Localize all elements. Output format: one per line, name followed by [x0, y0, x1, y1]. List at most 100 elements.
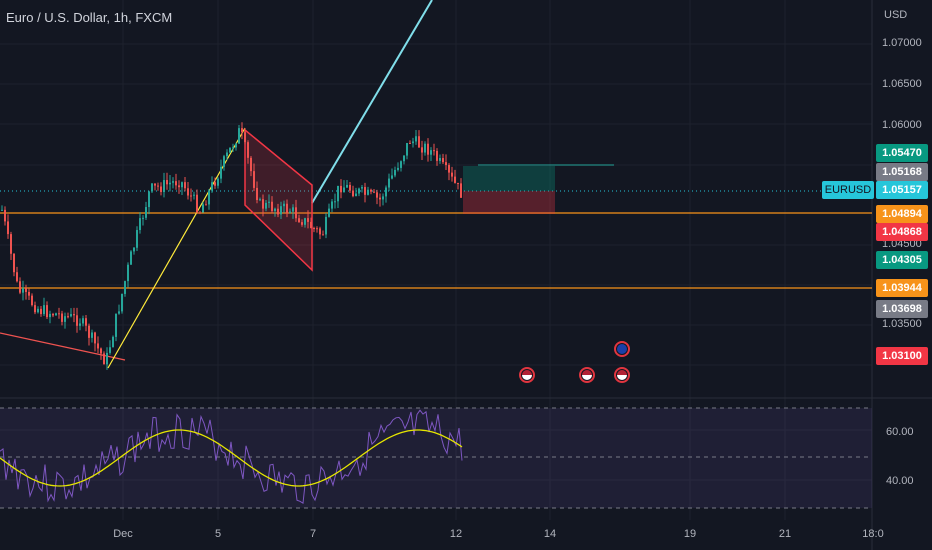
rsi-line	[0, 409, 463, 505]
candle-body	[331, 201, 333, 209]
candle-body	[454, 176, 456, 183]
candle-body	[241, 128, 243, 133]
candle-body	[274, 208, 276, 212]
candle-body	[319, 228, 321, 235]
candle-body	[460, 183, 462, 198]
candle-body	[286, 203, 288, 213]
candle-body	[310, 221, 312, 229]
candle-body	[124, 281, 126, 294]
candle-body	[79, 323, 81, 326]
candle-body	[136, 230, 138, 248]
candle-body	[178, 185, 180, 188]
candle-body	[403, 155, 405, 162]
candles-layer	[1, 122, 462, 370]
candle-body	[292, 207, 294, 212]
candle-body	[226, 152, 228, 157]
candle-body	[301, 222, 303, 225]
candle-body	[199, 212, 201, 214]
trend-line	[107, 127, 246, 369]
candle-body	[145, 207, 147, 218]
candle-body	[31, 295, 33, 306]
candle-body	[265, 202, 267, 209]
candle-body	[451, 172, 453, 177]
candle-body	[409, 142, 411, 144]
eu-flag-icon[interactable]	[614, 341, 630, 357]
price-tick: 1.06000	[882, 119, 922, 131]
candle-body	[283, 203, 285, 207]
candle-body	[34, 305, 36, 313]
us-flag-icon[interactable]	[614, 367, 630, 383]
candle-body	[259, 199, 261, 201]
loss-zone	[463, 191, 555, 214]
symbol-price-label: EURUSD	[822, 181, 874, 199]
projection-line	[311, 0, 433, 204]
candle-body	[370, 189, 372, 192]
drawings-layer[interactable]	[0, 0, 872, 369]
candle-body	[394, 169, 396, 176]
candle-body	[427, 143, 429, 155]
candle-body	[196, 194, 198, 213]
candle-body	[13, 253, 15, 273]
candle-body	[457, 182, 459, 184]
candle-body	[262, 199, 264, 209]
candle-body	[73, 314, 75, 316]
price-badge: 1.03698	[876, 300, 928, 318]
candle-body	[157, 185, 159, 187]
channel-shape	[244, 128, 313, 272]
candle-body	[328, 208, 330, 217]
candle-body	[373, 191, 375, 193]
candle-body	[247, 142, 249, 158]
candle-body	[46, 305, 48, 318]
candle-body	[271, 201, 273, 212]
candle-body	[97, 343, 99, 349]
candle-body	[355, 193, 357, 197]
price-tick: 1.03500	[882, 318, 922, 330]
candle-body	[295, 207, 297, 219]
candle-body	[250, 157, 252, 172]
candle-body	[349, 184, 351, 191]
price-badge: 1.03100	[876, 347, 928, 365]
candle-body	[52, 313, 54, 316]
candle-body	[115, 313, 117, 337]
candle-body	[25, 288, 27, 292]
candle-body	[352, 190, 354, 197]
time-tick: 12	[449, 528, 463, 540]
candle-body	[193, 194, 195, 196]
candle-body	[397, 167, 399, 170]
us-flag-icon[interactable]	[579, 367, 595, 383]
candle-body	[112, 336, 114, 348]
candle-body	[4, 209, 6, 222]
candle-body	[1, 209, 3, 211]
candle-body	[22, 288, 24, 293]
candle-body	[91, 332, 93, 338]
candle-body	[139, 218, 141, 231]
symbol-title[interactable]: Euro / U.S. Dollar, 1h, FXCM	[6, 10, 173, 25]
us-flag-icon[interactable]	[519, 367, 535, 383]
candle-body	[127, 264, 129, 282]
candle-body	[388, 178, 390, 188]
candle-body	[364, 187, 366, 195]
candle-body	[316, 228, 318, 230]
candle-body	[325, 216, 327, 235]
candle-body	[424, 143, 426, 153]
candle-body	[436, 150, 438, 161]
candle-body	[130, 251, 132, 265]
candle-body	[343, 187, 345, 193]
price-badge: 1.04868	[876, 223, 928, 241]
candle-body	[43, 305, 45, 315]
candle-body	[148, 191, 150, 208]
candle-body	[160, 186, 162, 193]
time-tick: 21	[778, 528, 792, 540]
candle-body	[346, 184, 348, 188]
rsi-tick: 60.00	[886, 426, 914, 438]
candle-body	[313, 228, 315, 230]
price-badge: 1.05470	[876, 144, 928, 162]
candle-body	[268, 201, 270, 203]
candle-body	[442, 158, 444, 163]
price-badge: 1.04305	[876, 251, 928, 269]
candle-body	[19, 281, 21, 293]
candle-body	[244, 132, 246, 143]
candle-body	[64, 316, 66, 322]
candle-body	[208, 190, 210, 205]
